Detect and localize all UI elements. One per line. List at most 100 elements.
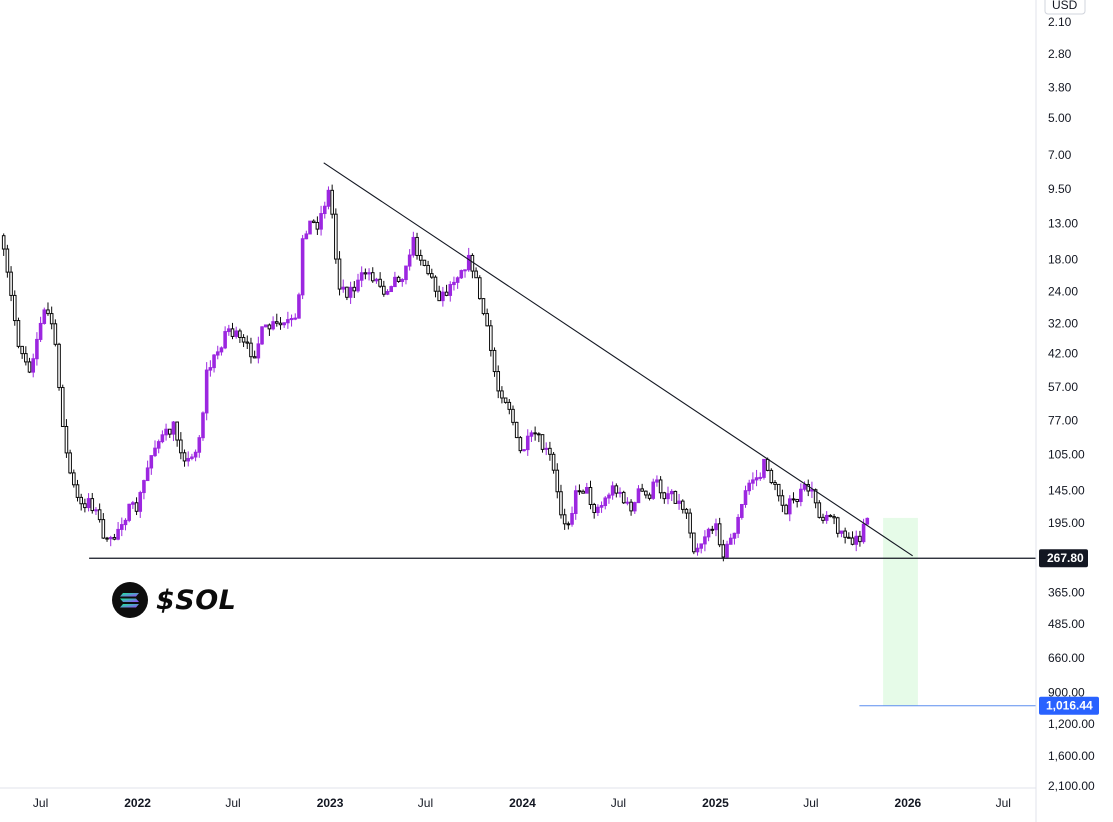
candle — [263, 324, 268, 328]
candle — [142, 479, 146, 500]
candle — [289, 314, 294, 327]
candle — [489, 320, 493, 357]
candle — [378, 272, 382, 289]
candle — [865, 517, 870, 525]
candle — [810, 481, 814, 498]
candle — [9, 266, 13, 302]
candle — [249, 337, 253, 364]
candle — [636, 485, 641, 504]
price-tick-label: 145.00 — [1048, 483, 1085, 497]
candle — [252, 350, 257, 359]
time-tick-label: 2023 — [317, 796, 344, 810]
candle — [326, 186, 331, 210]
candle — [334, 208, 338, 264]
plot-area[interactable] — [1, 162, 1036, 707]
target-price-label: 1,016.44 — [1046, 699, 1093, 713]
candle — [86, 493, 91, 512]
candle — [149, 455, 154, 475]
candle — [573, 485, 578, 520]
candle — [680, 499, 685, 514]
candle — [754, 469, 759, 487]
candle — [751, 472, 755, 490]
price-tick-label: 2,100.00 — [1048, 779, 1095, 793]
candle — [843, 527, 847, 544]
candle — [784, 503, 788, 515]
candle — [854, 530, 859, 552]
candle — [795, 498, 799, 508]
candle — [441, 286, 445, 307]
candle — [400, 278, 405, 287]
candle — [311, 219, 316, 224]
candle — [370, 267, 375, 283]
candle — [529, 430, 534, 443]
candle — [359, 266, 364, 288]
candle — [732, 532, 737, 545]
price-tick-label: 18.00 — [1048, 253, 1078, 267]
candle — [105, 536, 109, 542]
time-tick-label: 2025 — [702, 796, 729, 810]
candle — [773, 480, 777, 491]
candle — [330, 184, 334, 219]
candle — [72, 469, 76, 488]
candle — [415, 232, 419, 260]
candle — [407, 249, 412, 271]
candle — [75, 479, 80, 502]
candle — [345, 286, 349, 301]
candle — [551, 451, 556, 474]
target-price-badge: 1,016.44 — [1039, 696, 1099, 715]
price-tick-label: 900.00 — [1048, 685, 1085, 699]
candle — [116, 522, 120, 541]
time-tick-label: Jul — [996, 796, 1011, 810]
candle — [644, 490, 648, 499]
candle — [27, 357, 32, 374]
currency-label-box[interactable]: USD — [1044, 0, 1086, 15]
price-tick-label: 24.00 — [1048, 284, 1078, 298]
candle — [596, 504, 600, 517]
candle — [695, 543, 700, 556]
time-tick-label: Jul — [33, 796, 48, 810]
price-tick-label: 57.00 — [1048, 380, 1078, 394]
candle — [828, 514, 833, 518]
candle — [555, 463, 560, 499]
candle — [374, 277, 379, 284]
price-tick-label: 5.00 — [1048, 111, 1072, 125]
candle — [658, 476, 663, 499]
candle — [433, 275, 438, 298]
candle — [230, 322, 235, 340]
price-axis[interactable]: 2.10 2.80 3.80 5.00 7.00 9.50 13.00 18.00 24.00 3… — [1035, 0, 1099, 822]
candle — [832, 513, 836, 525]
candle — [204, 362, 209, 421]
candle — [835, 516, 840, 538]
candle — [500, 386, 504, 404]
candle — [677, 493, 681, 510]
candle — [352, 281, 357, 298]
candle — [559, 484, 563, 519]
current-price-badge: 267.80 — [1039, 549, 1088, 568]
candle — [197, 435, 202, 458]
candle — [153, 440, 157, 458]
candle — [35, 332, 39, 366]
candle — [666, 486, 670, 505]
candle — [640, 483, 644, 492]
candle — [688, 508, 692, 539]
candle — [20, 345, 24, 359]
candle — [282, 322, 286, 328]
time-tick-label: 2022 — [124, 796, 151, 810]
candle — [123, 518, 128, 531]
candle — [304, 230, 309, 240]
candle — [356, 273, 360, 293]
candle — [603, 496, 608, 510]
candle — [90, 492, 95, 514]
candle — [710, 525, 715, 534]
candle — [537, 432, 541, 443]
candle — [227, 324, 231, 336]
candle — [607, 492, 611, 504]
candle — [485, 308, 489, 327]
price-tick-label: 2.80 — [1048, 47, 1072, 61]
time-tick-label: Jul — [611, 796, 626, 810]
time-axis[interactable]: Jul 2022 Jul 2023 Jul 2024 Jul 2025 Jul 2026 Jul — [0, 787, 1036, 810]
candle — [212, 353, 216, 373]
candle — [684, 507, 689, 519]
candle — [16, 317, 21, 349]
